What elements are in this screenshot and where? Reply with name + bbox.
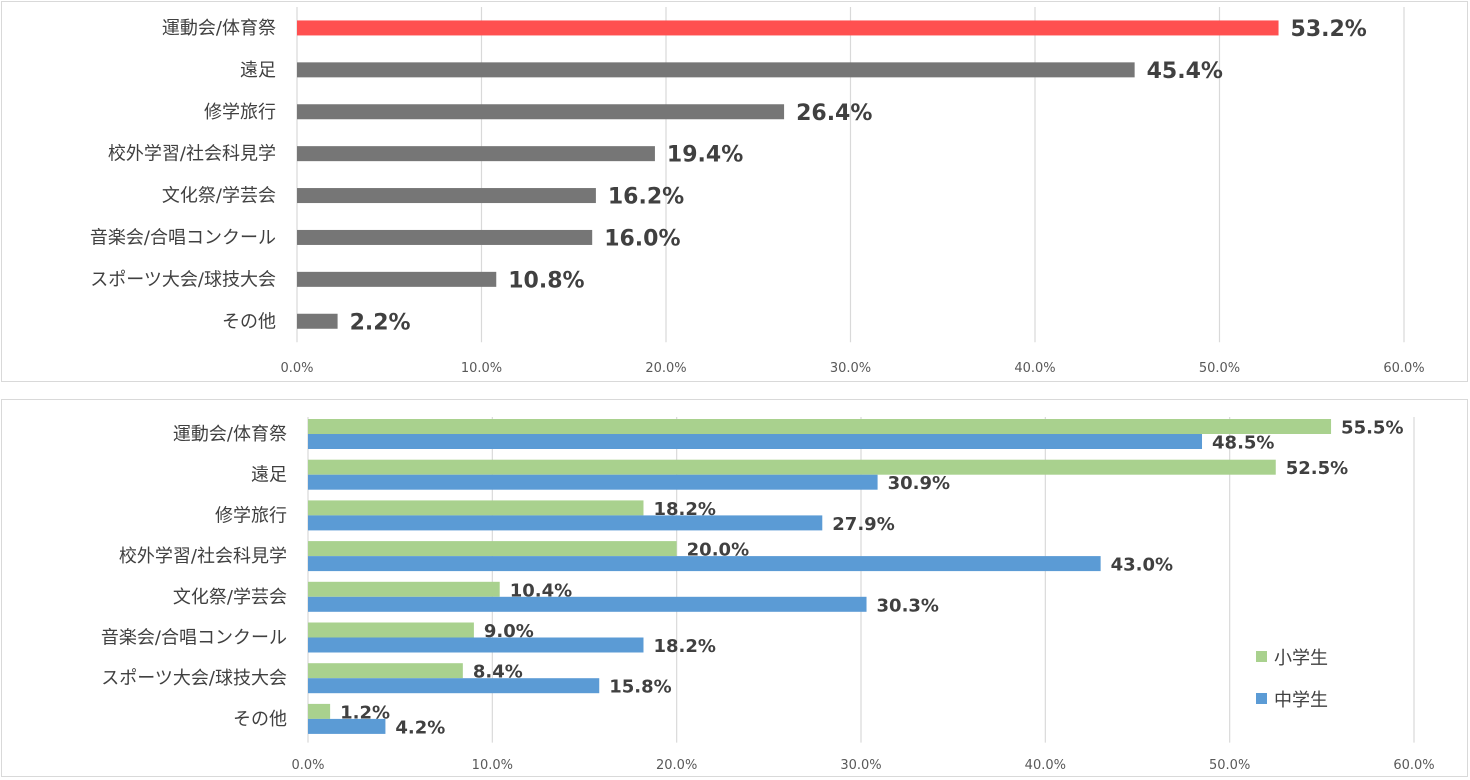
bar-elementary-cat-7 — [308, 703, 331, 719]
category-label-cat-7: その他 — [222, 311, 276, 332]
data-label: 45.4% — [1147, 59, 1223, 84]
category-label-cat-1: 遠足 — [251, 465, 287, 486]
bar-cat-4 — [297, 188, 596, 204]
x-tick-label: 50.0% — [1199, 361, 1240, 376]
data-label: 30.9% — [888, 473, 950, 494]
x-tick-label: 60.0% — [1383, 361, 1424, 376]
category-label-cat-4: 文化祭/学芸会 — [173, 587, 287, 608]
bar-cat-0 — [297, 20, 1279, 36]
data-label: 4.2% — [395, 717, 445, 738]
bar-elementary-cat-3 — [308, 541, 677, 557]
chart-overall: 0.0% 10.0% 20.0% 30.0% 40.0% 50.0% 60.0% 運動会/体育… — [90, 7, 1425, 376]
bar-cat-5 — [297, 229, 593, 245]
x-tick-label: 10.0% — [472, 758, 513, 773]
x-tick-label: 20.0% — [656, 758, 697, 773]
bar-elementary-cat-4 — [308, 581, 500, 597]
bar-junior-high-cat-5 — [308, 637, 644, 653]
data-label: 9.0% — [484, 621, 534, 642]
x-tick-label: 0.0% — [280, 361, 313, 376]
bar-cat-1 — [297, 62, 1135, 78]
x-tick-label: 0.0% — [291, 758, 324, 773]
bar-junior-high-cat-4 — [308, 596, 867, 612]
bar-junior-high-cat-0 — [308, 434, 1203, 449]
bar-elementary-cat-5 — [308, 622, 474, 638]
data-label: 19.4% — [667, 143, 743, 168]
category-label-cat-3: 校外学習/社会科見学 — [108, 144, 276, 165]
bar-elementary-cat-2 — [308, 500, 644, 516]
bar-cat-3 — [297, 146, 655, 162]
category-label-cat-3: 校外学習/社会科見学 — [119, 546, 287, 567]
data-label: 10.4% — [510, 580, 572, 601]
category-label-cat-6: スポーツ大会/球技大会 — [90, 269, 276, 290]
x-tick-label: 40.0% — [1025, 758, 1066, 773]
data-label: 20.0% — [687, 540, 749, 561]
x-tick-label: 40.0% — [1014, 361, 1055, 376]
data-label: 2.2% — [350, 310, 411, 335]
category-label-cat-0: 運動会/体育祭 — [173, 424, 287, 445]
data-label: 48.5% — [1212, 433, 1274, 454]
legend-label-junior-high: 中学生 — [1274, 690, 1328, 711]
category-label-cat-4: 文化祭/学芸会 — [162, 186, 276, 207]
data-label: 26.4% — [796, 101, 872, 126]
data-label: 1.2% — [340, 702, 390, 723]
data-label: 16.2% — [608, 185, 684, 210]
chart-by-school: 0.0% 10.0% 20.0% 30.0% 40.0% 50.0% 60.0% 運動会/体育… — [101, 417, 1435, 773]
bar-junior-high-cat-3 — [308, 556, 1101, 572]
bar-elementary-cat-6 — [308, 663, 463, 679]
bar-junior-high-cat-2 — [308, 515, 823, 531]
category-label-cat-5: 音楽会/合唱コンクール — [90, 227, 276, 248]
data-label: 18.2% — [653, 499, 715, 520]
bar-elementary-cat-1 — [308, 459, 1276, 475]
x-tick-label: 60.0% — [1393, 758, 1434, 773]
bar-cat-7 — [297, 313, 338, 329]
bar-junior-high-cat-6 — [308, 678, 600, 694]
legend-label-elementary: 小学生 — [1274, 648, 1328, 669]
bar-cat-6 — [297, 271, 497, 287]
data-label: 43.0% — [1111, 555, 1173, 576]
bar-elementary-cat-0 — [308, 419, 1332, 434]
x-tick-label: 30.0% — [830, 361, 871, 376]
bar-cat-2 — [297, 104, 785, 120]
bar-junior-high-cat-1 — [308, 474, 878, 490]
category-label-cat-7: その他 — [233, 709, 287, 730]
data-label: 55.5% — [1341, 418, 1403, 439]
data-label: 10.8% — [508, 268, 584, 293]
category-label-cat-2: 修学旅行 — [215, 505, 287, 526]
category-label-cat-1: 遠足 — [240, 60, 276, 81]
legend-swatch-elementary — [1256, 651, 1267, 662]
data-label: 16.0% — [604, 226, 680, 251]
legend-swatch-junior-high — [1256, 693, 1267, 704]
category-label-cat-5: 音楽会/合唱コンクール — [101, 628, 287, 649]
data-label: 52.5% — [1286, 458, 1348, 479]
category-label-cat-6: スポーツ大会/球技大会 — [101, 668, 287, 689]
x-tick-label: 10.0% — [461, 361, 502, 376]
x-tick-label: 50.0% — [1209, 758, 1250, 773]
category-label-cat-0: 運動会/体育祭 — [162, 18, 276, 39]
data-label: 18.2% — [653, 636, 715, 657]
data-label: 53.2% — [1291, 17, 1367, 42]
data-label: 27.9% — [832, 514, 894, 535]
bar-junior-high-cat-7 — [308, 718, 386, 734]
data-label: 30.3% — [877, 595, 939, 616]
data-label: 8.4% — [473, 662, 523, 683]
category-label-cat-2: 修学旅行 — [204, 102, 276, 123]
data-label: 15.8% — [609, 677, 671, 698]
x-tick-label: 30.0% — [840, 758, 881, 773]
x-tick-label: 20.0% — [645, 361, 686, 376]
